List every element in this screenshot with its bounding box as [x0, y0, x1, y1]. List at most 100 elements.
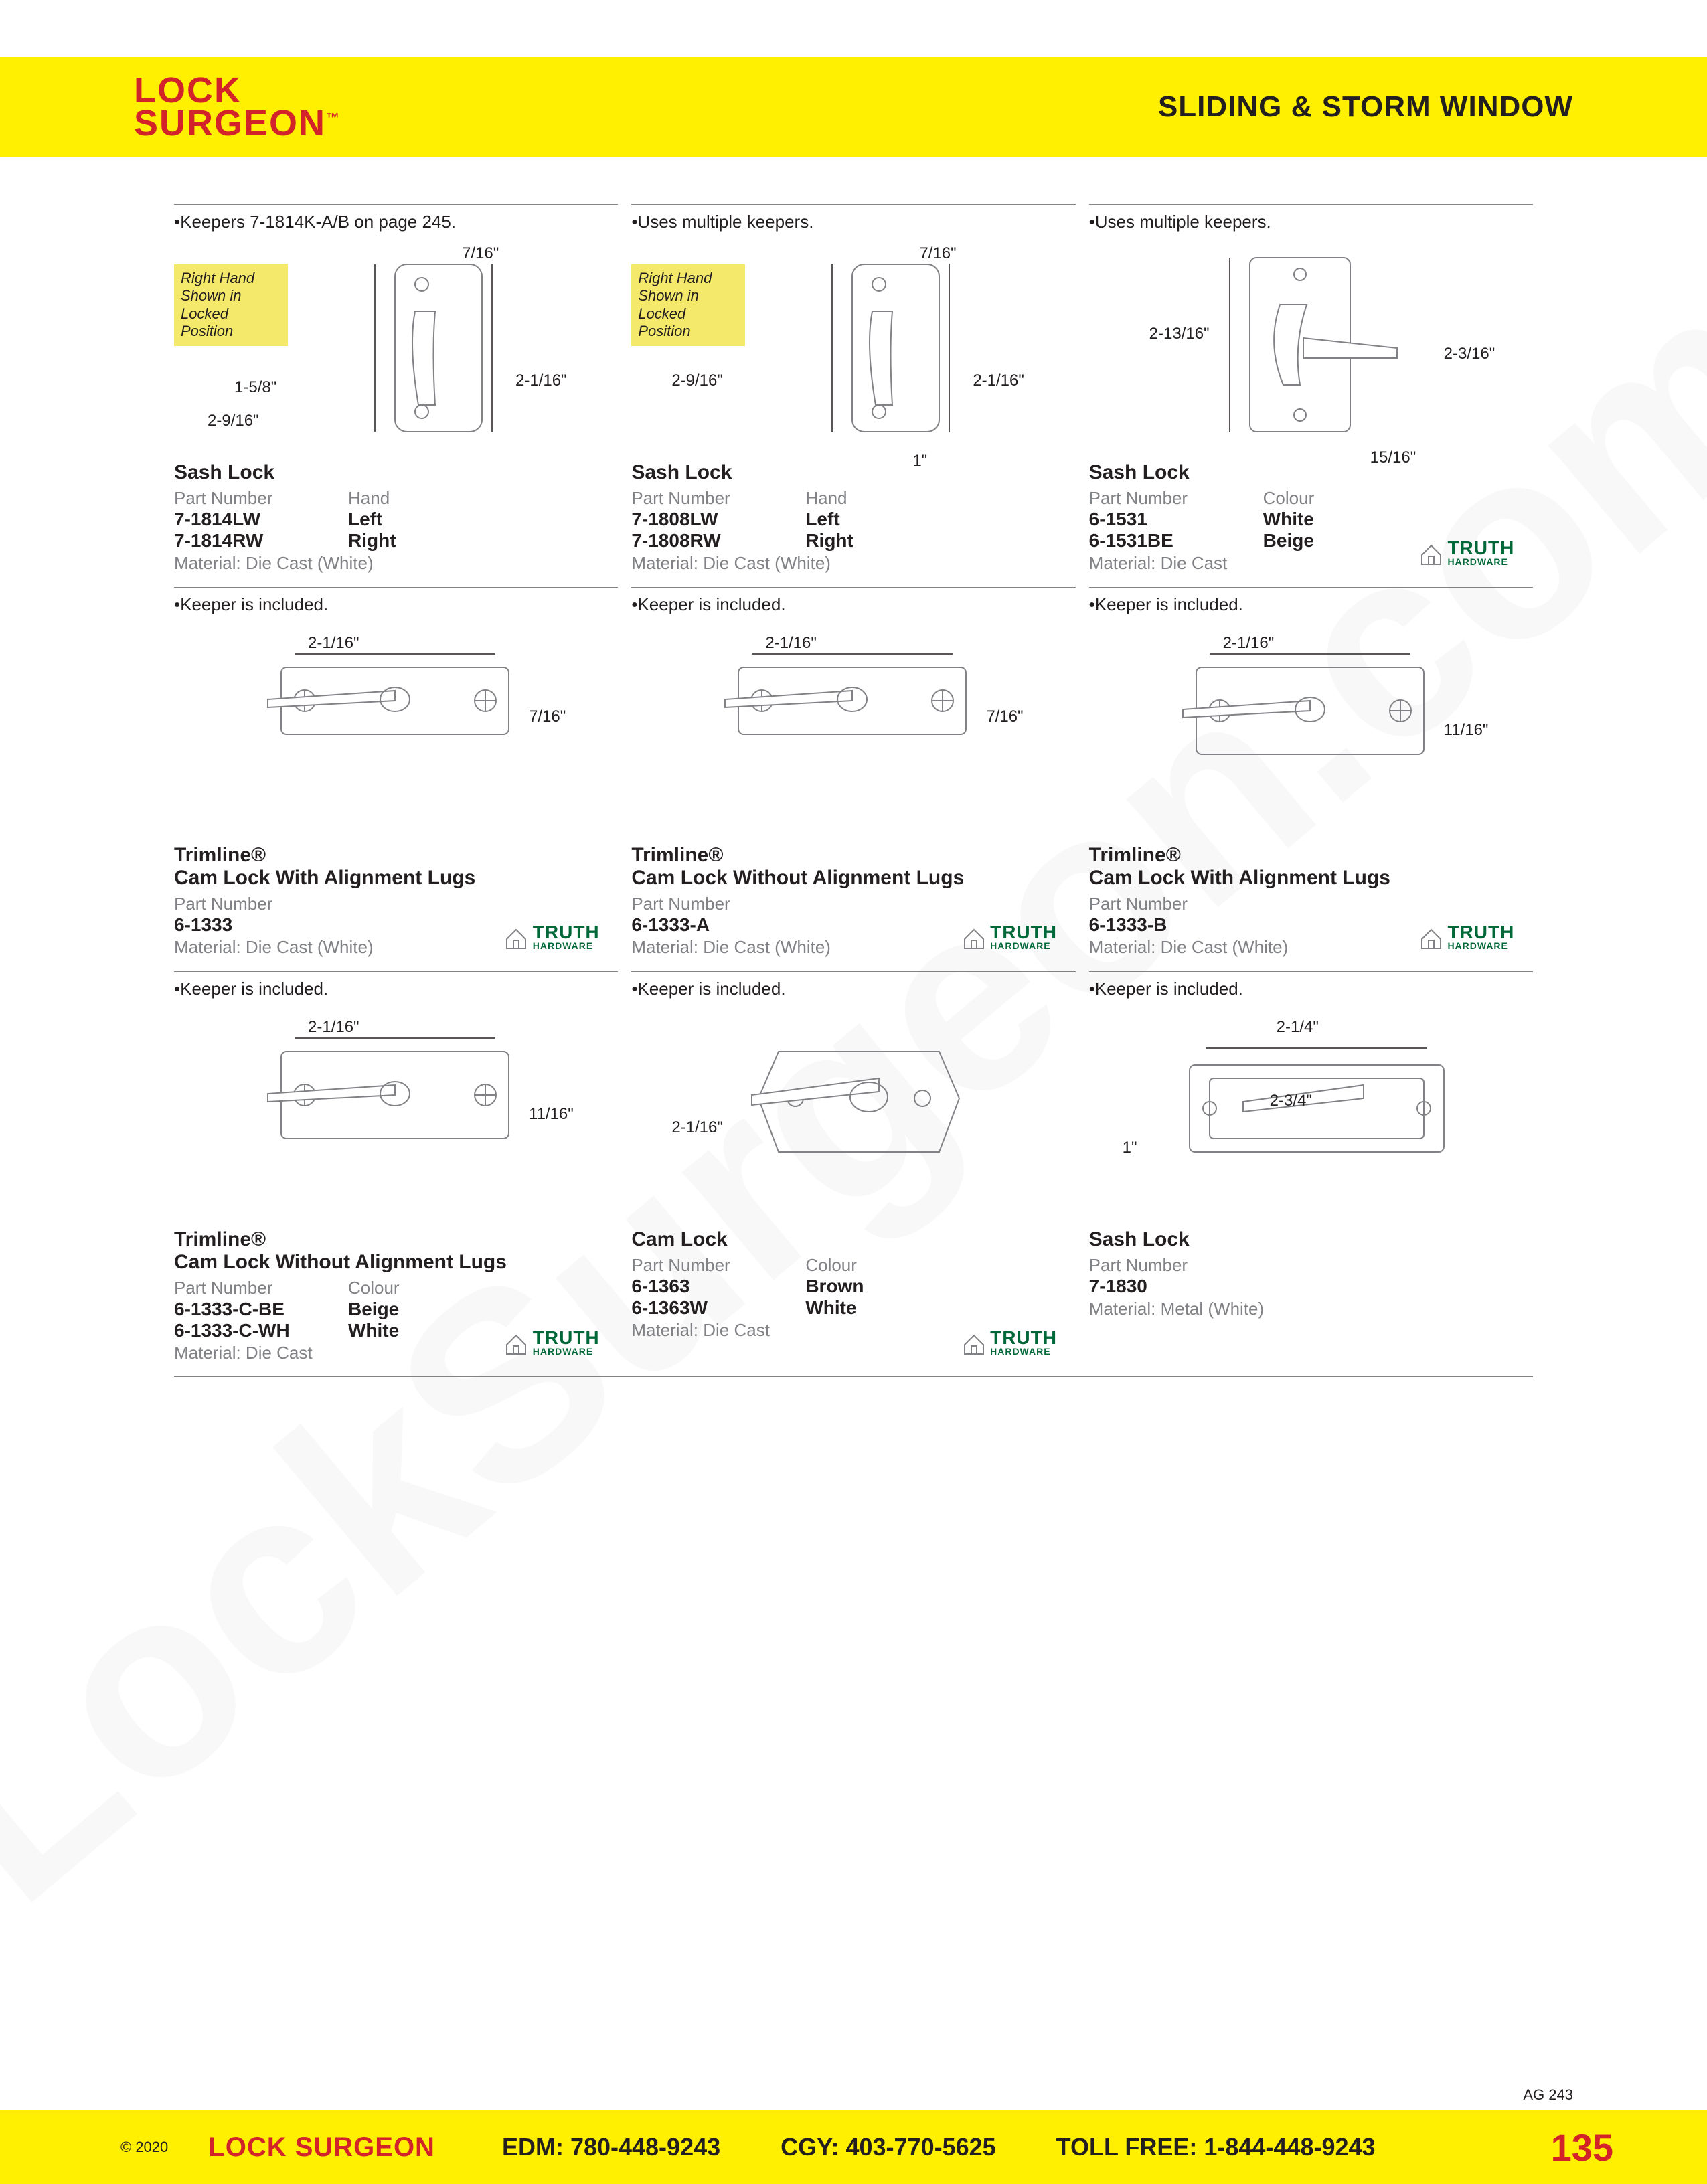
- product-cell: •Keeper is included. 2-1/16" 11/16" Triml…: [1089, 587, 1533, 971]
- technical-diagram: 2-1/4"2-3/4"1": [1089, 1005, 1526, 1226]
- truth-hardware-logo: TRUTH HARDWARE: [504, 924, 604, 951]
- spec-header: Part Number: [1089, 488, 1263, 509]
- page-number: 135: [1551, 2126, 1613, 2169]
- product-title: Trimline®: [631, 844, 1068, 867]
- product-subtitle: Cam Lock With Alignment Lugs: [1089, 867, 1526, 890]
- product-title: Sash Lock: [174, 461, 611, 484]
- product-note: •Uses multiple keepers.: [1089, 212, 1526, 232]
- technical-diagram: Right Hand Shown in Locked Position 7/16…: [631, 238, 1068, 458]
- dimension-label: 15/16": [1370, 448, 1416, 467]
- product-cell: •Keeper is included. 2-1/16" 7/16" Trimli…: [631, 587, 1075, 971]
- product-note: •Keeper is included.: [1089, 594, 1526, 615]
- part-number: 7-1808LW: [631, 509, 805, 530]
- logo-line2: SURGEON™: [134, 107, 341, 140]
- product-title: Cam Lock: [631, 1228, 1068, 1251]
- truth-hardware-logo: TRUTH HARDWARE: [1419, 924, 1520, 951]
- spec-header: Part Number: [174, 894, 348, 914]
- dimension-label: 2-1/16": [765, 634, 817, 653]
- dimension-label: 2-3/16": [1444, 345, 1495, 363]
- dimension-label: 11/16": [1444, 721, 1489, 740]
- product-note: •Keeper is included.: [631, 594, 1068, 615]
- dimension-label: 2-1/16": [1223, 634, 1275, 653]
- part-number: 7-1830: [1089, 1276, 1263, 1297]
- dimension-label: 2-1/16": [973, 371, 1024, 390]
- technical-diagram: 2-1/16" 7/16": [174, 620, 611, 841]
- spec-header: Part Number: [631, 894, 805, 914]
- material-label: Material: Die Cast (White): [174, 553, 611, 574]
- dimension-label: 2-9/16": [671, 371, 723, 390]
- spec-header: Colour: [348, 1278, 482, 1298]
- product-subtitle: Cam Lock Without Alignment Lugs: [631, 867, 1068, 890]
- part-number: 7-1814RW: [174, 530, 348, 552]
- product-cell: •Keepers 7-1814K-A/B on page 245. Right …: [174, 204, 618, 587]
- dimension-label: 2-1/16": [308, 634, 359, 653]
- product-subtitle: Cam Lock Without Alignment Lugs: [174, 1251, 611, 1274]
- header-bar: LOCK SURGEON™ SLIDING & STORM WINDOW: [0, 57, 1707, 157]
- dimension-label: 2-1/16": [308, 1018, 359, 1037]
- product-note: •Keeper is included.: [174, 594, 611, 615]
- spec-value: Beige: [348, 1298, 482, 1320]
- dimension-label: 2-1/16": [515, 371, 567, 390]
- footer-cgy: CGY: 403-770-5625: [781, 2133, 996, 2161]
- spec-value: Right: [805, 530, 939, 552]
- technical-diagram: Right Hand Shown in Locked Position 7/16…: [174, 238, 611, 458]
- footer-bar: © 2020 LOCK SURGEON EDM: 780-448-9243 CG…: [0, 2110, 1707, 2184]
- footer-edm: EDM: 780-448-9243: [502, 2133, 720, 2161]
- material-label: Material: Die Cast (White): [631, 553, 1068, 574]
- dimension-label: 1": [912, 452, 927, 471]
- spec-value: Brown: [805, 1276, 939, 1297]
- product-cell: •Keeper is included. 2-1/4"2-3/4"1" Sash…: [1089, 971, 1533, 1377]
- highlight-note: Right Hand Shown in Locked Position: [631, 264, 745, 346]
- material-label: Material: Metal (White): [1089, 1298, 1526, 1319]
- dimension-label: 7/16": [529, 707, 566, 726]
- product-note: •Keeper is included.: [631, 979, 1068, 999]
- catalog-grid: •Keepers 7-1814K-A/B on page 245. Right …: [174, 204, 1533, 1377]
- spec-value: White: [348, 1320, 482, 1341]
- product-title: Trimline®: [1089, 844, 1526, 867]
- spec-table: Part Number Colour 6-1363 Brown 6-1363W …: [631, 1255, 1068, 1319]
- product-cell: •Uses multiple keepers. Right Hand Shown…: [631, 204, 1075, 587]
- technical-diagram: 2-1/16" 11/16": [1089, 620, 1526, 841]
- dimension-label: 7/16": [986, 707, 1023, 726]
- part-number: 6-1333-B: [1089, 914, 1263, 936]
- dimension-label: 1": [1123, 1139, 1137, 1157]
- footer-tollfree: TOLL FREE: 1-844-448-9243: [1056, 2133, 1376, 2161]
- truth-hardware-logo: TRUTH HARDWARE: [1419, 540, 1520, 567]
- part-number: 6-1333-A: [631, 914, 805, 936]
- spec-value: White: [805, 1297, 939, 1319]
- product-note: •Keeper is included.: [174, 979, 611, 999]
- footer-brand: LOCK SURGEON: [208, 2132, 435, 2163]
- technical-diagram: 2-1/16" 7/16": [631, 620, 1068, 841]
- dimension-label: 1-5/8": [234, 378, 276, 397]
- highlight-note: Right Hand Shown in Locked Position: [174, 264, 288, 346]
- product-cell: •Keeper is included. 2-1/16"11/16" Triml…: [174, 971, 618, 1377]
- part-number: 6-1531BE: [1089, 530, 1263, 552]
- technical-diagram: 2-1/16"11/16": [174, 1005, 611, 1226]
- logo-line1: LOCK: [134, 74, 341, 107]
- product-cell: •Uses multiple keepers. 2-13/16"2-3/16"1…: [1089, 204, 1533, 587]
- product-subtitle: Cam Lock With Alignment Lugs: [174, 867, 611, 890]
- dimension-label: 2-3/4": [1270, 1092, 1312, 1110]
- spec-header: Part Number: [174, 488, 348, 509]
- spec-header: Part Number: [631, 1255, 805, 1276]
- spec-value: White: [1263, 509, 1397, 530]
- technical-diagram: 2-13/16"2-3/16"15/16": [1089, 238, 1526, 458]
- spec-header: Hand: [348, 488, 482, 509]
- truth-hardware-logo: TRUTH HARDWARE: [962, 924, 1062, 951]
- spec-value: Left: [348, 509, 482, 530]
- part-number: 6-1363W: [631, 1297, 805, 1319]
- dimension-label: 2-9/16": [208, 412, 259, 430]
- part-number: 6-1363: [631, 1276, 805, 1297]
- part-number: 6-1333-C-WH: [174, 1320, 348, 1341]
- spec-header: Part Number: [631, 488, 805, 509]
- spec-header: Colour: [805, 1255, 939, 1276]
- copyright: © 2020: [120, 2138, 168, 2156]
- product-title: Sash Lock: [631, 461, 1068, 484]
- section-title: SLIDING & STORM WINDOW: [1158, 90, 1573, 124]
- spec-header: Part Number: [1089, 1255, 1263, 1276]
- spec-header: Part Number: [1089, 894, 1263, 914]
- product-title: Sash Lock: [1089, 461, 1526, 484]
- spec-table: Part Number Hand 7-1808LW Left 7-1808RW …: [631, 488, 1068, 552]
- product-note: •Keeper is included.: [1089, 979, 1526, 999]
- truth-hardware-logo: TRUTH HARDWARE: [962, 1330, 1062, 1357]
